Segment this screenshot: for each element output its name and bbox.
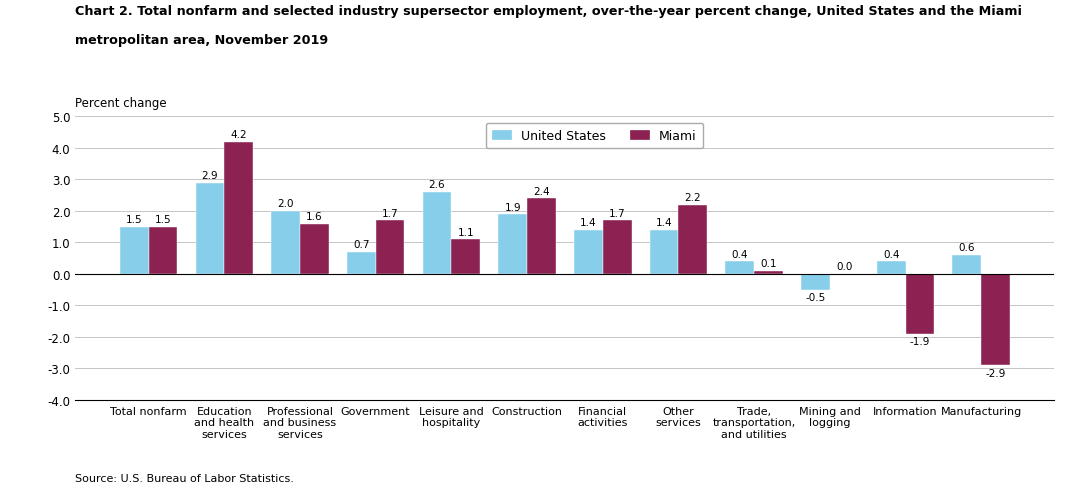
Text: 2.2: 2.2: [684, 193, 702, 203]
Text: 0.4: 0.4: [883, 249, 900, 259]
Bar: [952, 256, 981, 274]
Text: 1.5: 1.5: [155, 215, 171, 224]
Legend: United States, Miami: United States, Miami: [485, 123, 703, 149]
Bar: [877, 262, 906, 274]
Bar: [300, 224, 329, 274]
Text: 0.0: 0.0: [836, 262, 852, 272]
Bar: [346, 252, 376, 274]
Text: 1.5: 1.5: [126, 215, 142, 224]
Text: -1.9: -1.9: [909, 337, 930, 346]
Bar: [650, 230, 679, 274]
Bar: [423, 193, 451, 274]
Text: -2.9: -2.9: [986, 368, 1006, 378]
Text: 1.7: 1.7: [382, 208, 398, 219]
Bar: [148, 227, 178, 274]
Bar: [224, 142, 253, 274]
Bar: [906, 274, 934, 334]
Text: 2.9: 2.9: [201, 171, 218, 181]
Text: 1.4: 1.4: [655, 218, 672, 228]
Bar: [271, 211, 300, 274]
Bar: [603, 221, 632, 274]
Bar: [754, 271, 783, 274]
Text: 1.4: 1.4: [580, 218, 597, 228]
Text: metropolitan area, November 2019: metropolitan area, November 2019: [75, 34, 328, 47]
Bar: [119, 227, 148, 274]
Bar: [527, 199, 556, 274]
Text: Source: U.S. Bureau of Labor Statistics.: Source: U.S. Bureau of Labor Statistics.: [75, 473, 294, 483]
Text: 2.0: 2.0: [278, 199, 294, 209]
Text: Chart 2. Total nonfarm and selected industry supersector employment, over-the-ye: Chart 2. Total nonfarm and selected indu…: [75, 5, 1022, 18]
Text: 0.6: 0.6: [959, 243, 975, 253]
Bar: [376, 221, 405, 274]
Text: 4.2: 4.2: [230, 130, 247, 140]
Text: 0.4: 0.4: [732, 249, 748, 259]
Bar: [801, 274, 830, 290]
Bar: [498, 215, 527, 274]
Text: 0.1: 0.1: [761, 259, 777, 269]
Text: 2.6: 2.6: [428, 180, 445, 190]
Bar: [981, 274, 1010, 366]
Text: 2.4: 2.4: [533, 186, 550, 196]
Bar: [725, 262, 754, 274]
Text: 1.6: 1.6: [306, 212, 323, 222]
Bar: [451, 240, 480, 274]
Text: 1.1: 1.1: [457, 227, 475, 237]
Text: Percent change: Percent change: [75, 97, 167, 110]
Text: 1.9: 1.9: [505, 202, 521, 212]
Text: 0.7: 0.7: [353, 240, 369, 250]
Bar: [574, 230, 603, 274]
Text: 1.7: 1.7: [609, 208, 625, 219]
Bar: [196, 183, 224, 274]
Text: -0.5: -0.5: [805, 293, 825, 303]
Bar: [679, 205, 707, 274]
